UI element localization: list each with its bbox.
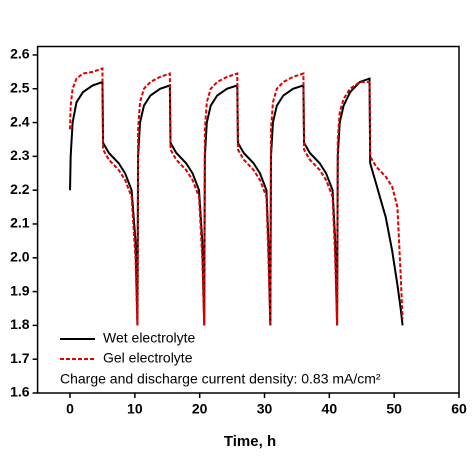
y-tick-label: 2.6 [10,46,30,62]
x-tick-label: 10 [127,401,143,417]
y-tick-label: 2.1 [10,215,30,231]
y-tick-label: 1.8 [10,316,30,332]
legend-label: Gel electrolyte [103,350,193,366]
y-tick-label: 2.4 [10,113,30,129]
y-tick-label: 2.0 [10,248,30,264]
x-tick-label: 40 [322,401,338,417]
series-line [69,77,404,326]
x-tick-label: 50 [386,401,402,417]
x-tick-label: 60 [451,401,467,417]
x-tick-label: 20 [192,401,208,417]
annotation: Charge and discharge current density: 0.… [60,371,381,387]
y-tick-label: 2.5 [10,79,30,95]
x-axis-label: Time, h [224,433,276,450]
x-tick-label: 0 [66,401,74,417]
y-tick-label: 2.3 [10,147,30,163]
y-tick-label: 1.6 [10,384,30,400]
plot-frame [36,45,460,394]
y-tick-label: 2.2 [10,181,30,197]
y-tick-label: 1.7 [10,350,30,366]
y-tick-label: 1.9 [10,282,30,298]
series-line [69,67,404,326]
legend-label: Wet electrolyte [103,330,196,346]
x-tick-label: 30 [257,401,273,417]
